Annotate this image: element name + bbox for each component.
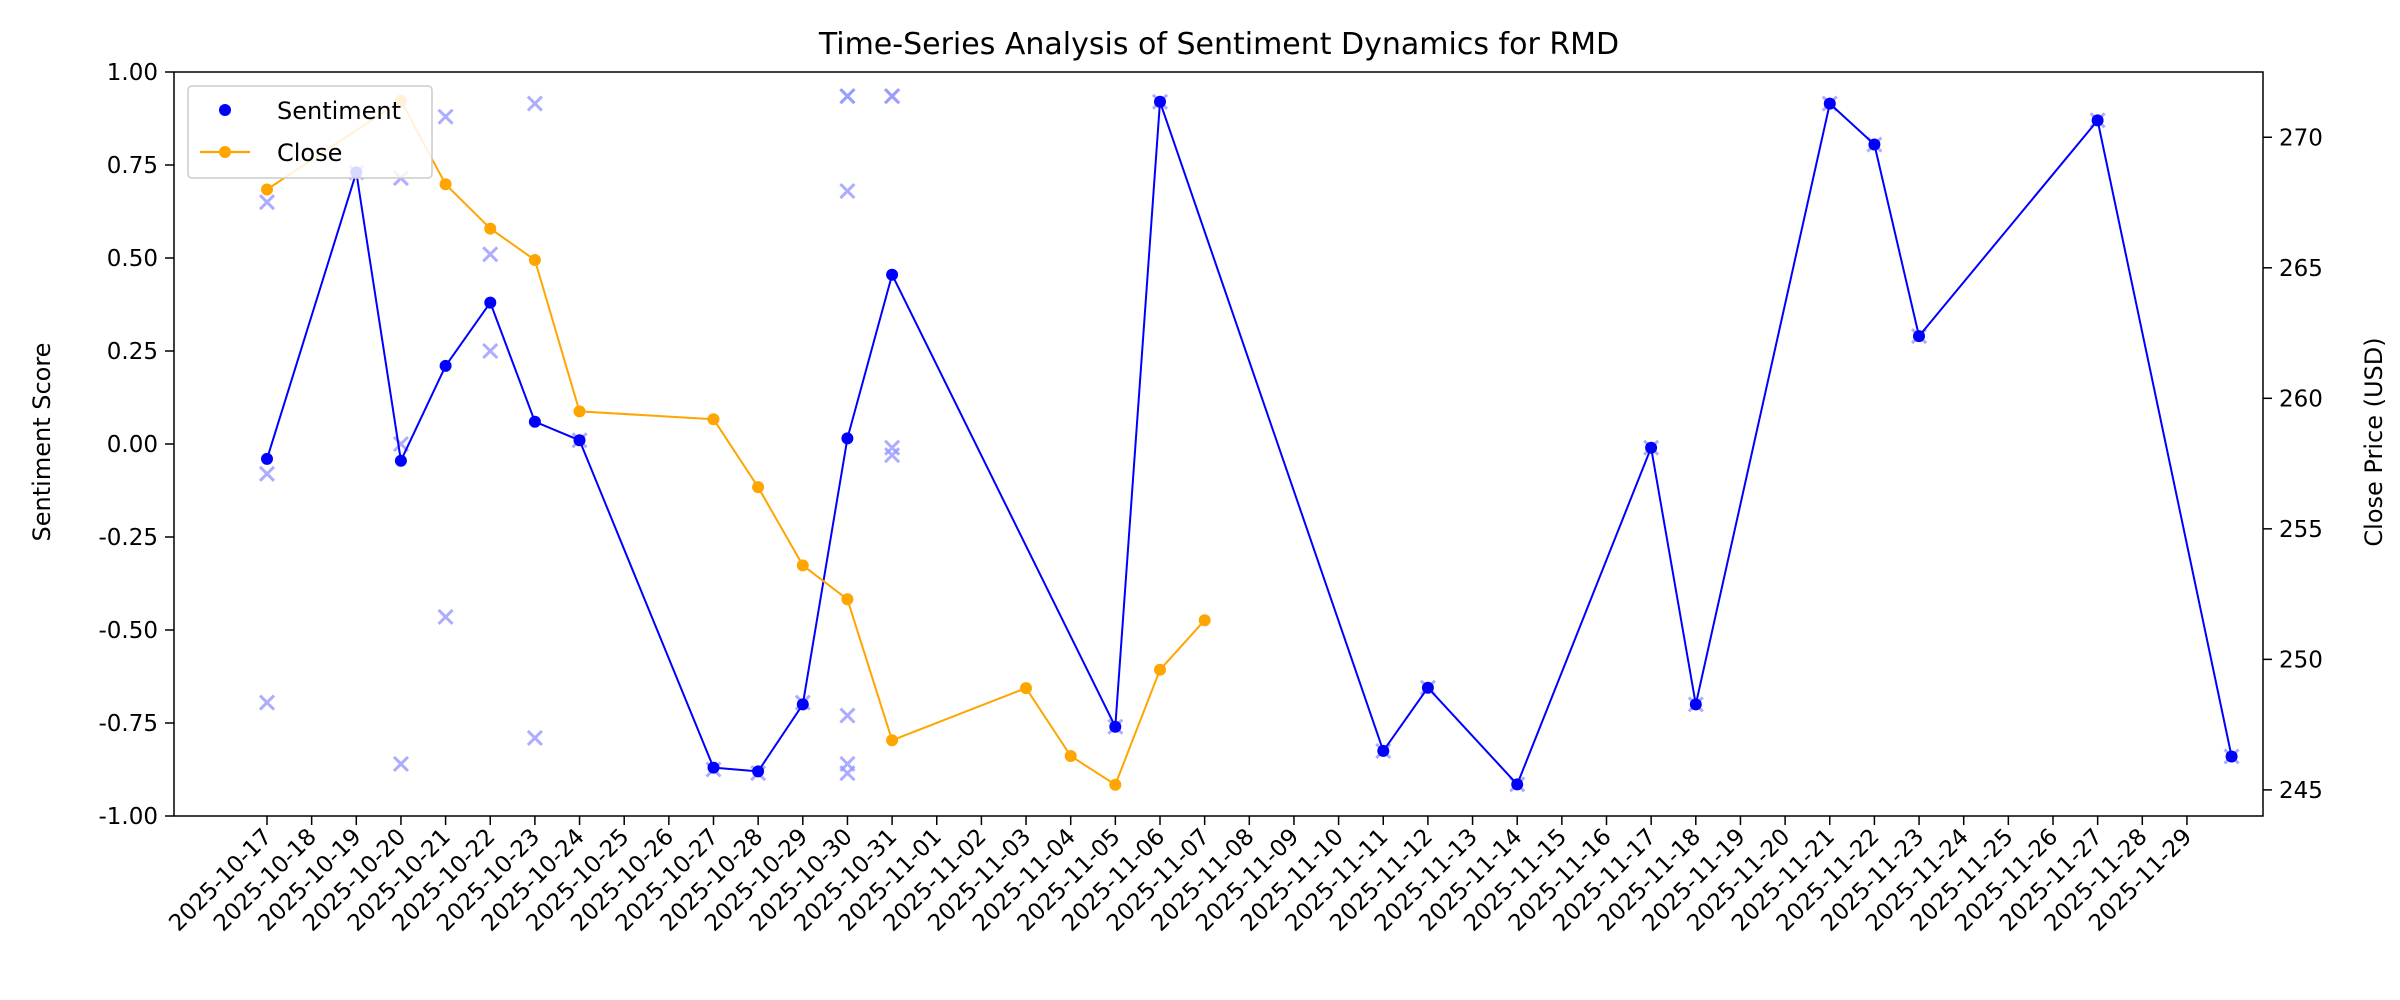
sentiment-point <box>439 359 452 372</box>
y2-tick-label: 245 <box>2279 778 2323 804</box>
legend-box <box>187 85 433 179</box>
raw-sentiment-marker <box>392 755 410 772</box>
ticks-layer: 1.00 0.75 0.50 0.25 0.00 -0.25 -0.50 -0.75 -1.00… <box>98 60 2322 937</box>
raw-sentiment-marker <box>839 88 856 105</box>
y-tick-label: 0.75 <box>107 153 158 179</box>
y2-axis-label: Close Price (USD) <box>2360 337 2388 546</box>
close-point <box>1109 778 1122 791</box>
sentiment-point <box>1913 330 1925 343</box>
raw-sentiment-marker <box>884 439 901 456</box>
raw-sentiment-marker <box>437 108 454 125</box>
sentiment-point <box>2091 114 2104 127</box>
sentiment-point <box>841 432 854 445</box>
y-tick-label: 0.25 <box>107 339 158 365</box>
close-point <box>1064 750 1077 762</box>
raw-sentiment-marker <box>482 342 499 360</box>
y-tick-label: -1.00 <box>98 804 158 830</box>
raw-sentiment-marker <box>258 694 276 711</box>
close-point <box>484 222 497 235</box>
sentiment-point <box>484 296 497 309</box>
raw-sentiment-marker <box>839 765 856 782</box>
sentiment-point <box>886 268 899 281</box>
sentiment-point <box>394 454 407 467</box>
legend-label-close: Close <box>277 139 342 167</box>
close-point <box>796 559 809 572</box>
y-tick-label: -0.75 <box>98 711 158 737</box>
sentiment-point <box>1689 698 1702 711</box>
close-point <box>1154 663 1166 676</box>
series-layer <box>261 94 2238 791</box>
chart-title: Time-Series Analysis of Sentiment Dynami… <box>818 27 1619 62</box>
close-point <box>752 481 765 494</box>
y-tick-label: -0.25 <box>98 525 158 551</box>
close-point <box>1020 682 1032 695</box>
raw-sentiment-marker <box>884 447 901 464</box>
raw-sentiment-marker <box>482 246 499 263</box>
sentiment-point <box>528 415 541 428</box>
close-point <box>886 734 899 747</box>
legend: Sentiment Close <box>187 85 433 179</box>
y-tick-label: 1.00 <box>107 60 158 86</box>
sentiment-point <box>261 452 273 465</box>
y-tick-label: 0.50 <box>107 246 158 272</box>
y-tick-label: -0.50 <box>98 618 158 644</box>
raw-sentiment-marker <box>526 95 543 112</box>
raw-sentiment-marker <box>839 182 856 200</box>
raw-sentiment-marker <box>258 465 276 482</box>
y-tick-label: 0.00 <box>107 432 158 458</box>
sentiment-point <box>573 434 586 447</box>
y2-tick-label: 255 <box>2279 517 2323 543</box>
y2-tick-label: 265 <box>2279 256 2323 282</box>
y2-tick-label: 250 <box>2279 647 2323 673</box>
sentiment-point <box>1109 720 1122 733</box>
sentiment-point <box>2225 750 2238 763</box>
y-axis-label: Sentiment Score <box>28 343 56 542</box>
plot-frame <box>173 71 2264 817</box>
close-line <box>266 99 1206 786</box>
close-point <box>707 413 720 426</box>
sentiment-point <box>1421 681 1434 694</box>
sentiment-point <box>1823 97 1836 110</box>
sentiment-point <box>1645 441 1658 454</box>
y2-tick-label: 270 <box>2279 125 2323 151</box>
sentiment-point <box>796 698 809 711</box>
raw-sentiment-marker <box>526 729 543 746</box>
sentiment-line <box>266 100 2233 786</box>
sentiment-point <box>1511 778 1524 791</box>
close-point <box>841 593 854 606</box>
sentiment-point <box>707 761 720 774</box>
legend-marker-close <box>219 146 231 158</box>
sentiment-point <box>752 765 765 778</box>
raw-sentiment-marker <box>437 608 454 626</box>
close-point <box>1198 614 1211 627</box>
close-point <box>261 183 273 196</box>
raw-sentiment-marker <box>884 88 901 105</box>
y2-tick-label: 260 <box>2279 386 2323 412</box>
close-point <box>573 405 586 418</box>
sentiment-point <box>1868 138 1881 151</box>
legend-marker-sentiment <box>219 104 231 116</box>
raw-sentiment-layer <box>258 88 2240 793</box>
raw-sentiment-marker <box>839 707 856 724</box>
sentiment-point <box>1377 744 1390 757</box>
sentiment-point <box>1154 95 1166 108</box>
close-point <box>439 178 452 191</box>
close-point <box>528 254 541 266</box>
legend-label-sentiment: Sentiment <box>277 97 401 125</box>
raw-sentiment-marker <box>258 194 276 211</box>
